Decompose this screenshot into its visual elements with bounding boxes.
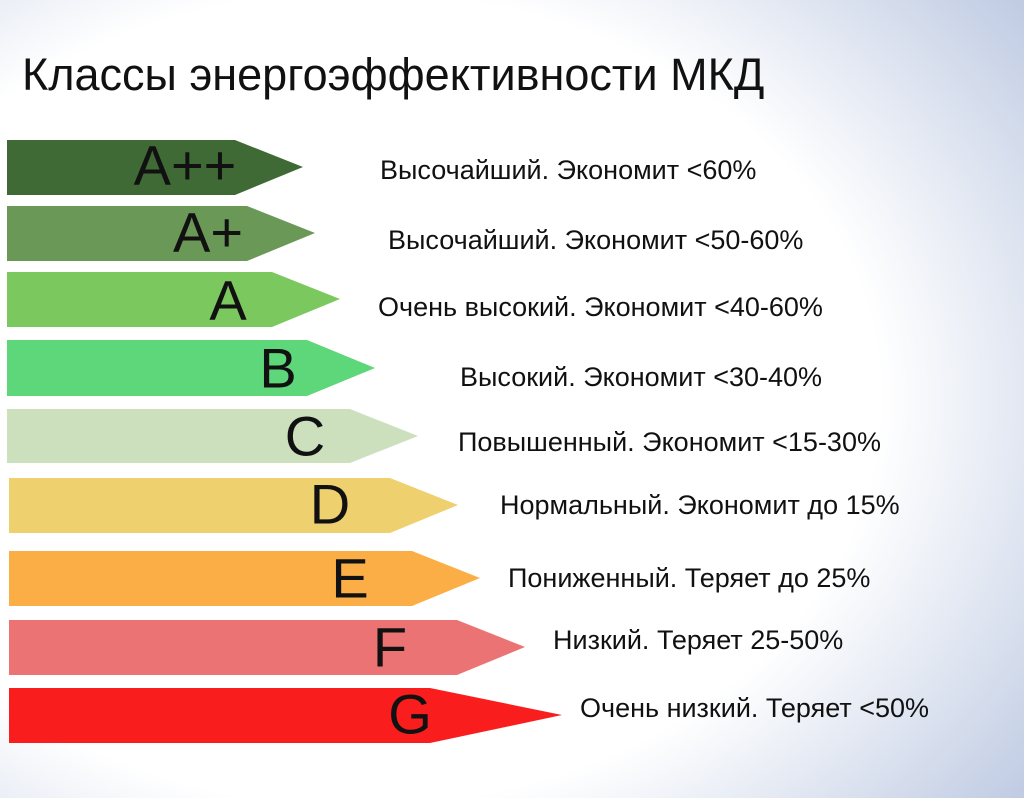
class-description: Очень низкий. Теряет <50% — [580, 693, 929, 723]
class-description: Высочайший. Экономит <50-60% — [388, 225, 803, 255]
class-description: Пониженный. Теряет до 25% — [508, 563, 870, 593]
class-description: Высокий. Экономит <30-40% — [460, 362, 822, 392]
class-description: Нормальный. Экономит до 15% — [500, 490, 900, 520]
class-label: G — [388, 683, 432, 746]
title: Классы энергоэффективности МКД — [22, 49, 764, 100]
class-description: Очень высокий. Экономит <40-60% — [378, 292, 823, 322]
class-label: A+ — [173, 201, 243, 264]
class-description: Повышенный. Экономит <15-30% — [458, 427, 881, 457]
class-label: E — [331, 547, 368, 610]
arrow — [7, 409, 418, 463]
arrow — [9, 551, 480, 606]
arrow — [9, 620, 525, 675]
class-description: Низкий. Теряет 25-50% — [553, 625, 843, 655]
arrow — [7, 272, 340, 327]
arrow — [9, 688, 562, 743]
arrow — [7, 140, 303, 195]
class-description: Высочайший. Экономит <60% — [380, 155, 756, 185]
class-label: A++ — [134, 134, 237, 197]
class-label: D — [310, 473, 350, 536]
arrow — [7, 206, 315, 261]
arrow — [7, 340, 375, 396]
class-label: F — [373, 616, 407, 679]
class-label: C — [285, 405, 325, 468]
class-label: A — [209, 269, 247, 332]
class-label: B — [259, 337, 296, 400]
arrow — [9, 478, 458, 533]
